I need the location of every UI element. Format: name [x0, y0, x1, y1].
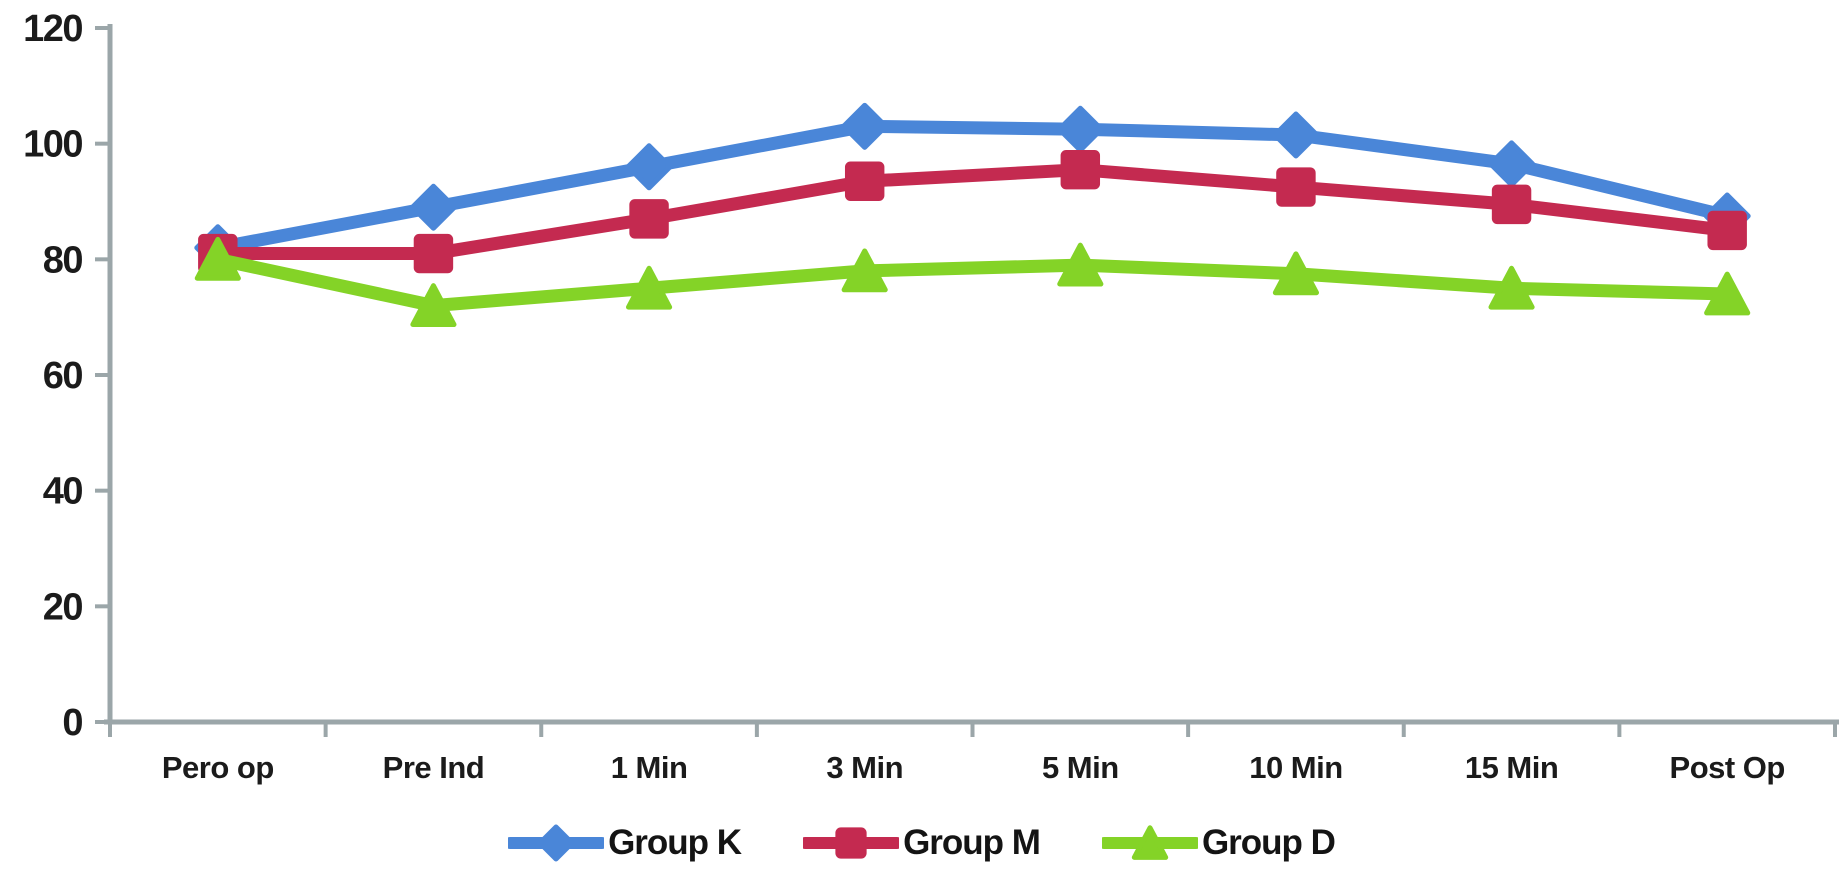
x-axis-label: 3 Min	[826, 750, 903, 785]
data-point-marker-square	[629, 199, 669, 239]
data-point-marker-square	[835, 827, 867, 859]
data-point-marker-diamond	[537, 824, 575, 862]
data-point-marker-triangle	[1272, 251, 1320, 296]
data-point-marker-diamond	[625, 143, 673, 191]
data-point-marker-square	[1060, 149, 1101, 190]
chart-legend: Group K Group M Group D	[0, 820, 1843, 866]
x-axis-label: Pre Ind	[383, 750, 485, 785]
x-axis-label: 1 Min	[611, 750, 688, 785]
data-point-marker-triangle	[625, 265, 673, 310]
chart-canvas: 0 20 40 60 80 100 120 Pero op Pre Ind 1 Min 3 Min 5…	[23, 8, 1839, 785]
data-point-marker-diamond	[409, 183, 457, 231]
data-point-marker-square	[1491, 184, 1532, 225]
data-point-marker-triangle	[1131, 825, 1169, 860]
data-point-marker-triangle	[1057, 242, 1104, 287]
data-point-marker-triangle	[1488, 265, 1535, 310]
y-axis-label: 120	[23, 8, 82, 50]
legend-label: Group D	[1201, 823, 1336, 862]
legend-item-group-m: Group M	[803, 820, 1041, 866]
series-line	[211, 119, 1734, 255]
data-point-marker-diamond	[1272, 111, 1320, 159]
series-line	[211, 163, 1734, 261]
series-line	[211, 252, 1734, 313]
y-axis-label: 40	[43, 471, 83, 513]
square-legend-marker-icon	[803, 827, 900, 859]
legend-label: Group K	[608, 823, 742, 862]
legend-item-group-k: Group K	[508, 820, 742, 866]
x-axis-label: Pero op	[162, 750, 274, 785]
legend-item-group-d: Group D	[1101, 820, 1336, 866]
triangle-legend-marker-icon	[1101, 825, 1198, 860]
data-point-marker-triangle	[410, 283, 457, 327]
data-point-marker-square	[844, 161, 885, 201]
data-point-marker-square	[413, 233, 454, 274]
data-point-marker-diamond	[1056, 105, 1104, 153]
x-axis-label: 10 Min	[1249, 750, 1342, 785]
x-axis-label: 15 Min	[1465, 750, 1558, 785]
data-point-marker-square	[1276, 167, 1316, 207]
y-axis-label: 20	[43, 586, 83, 628]
y-axis-label: 0	[62, 702, 82, 744]
y-axis-label: 60	[43, 355, 83, 397]
diamond-legend-marker-icon	[508, 824, 605, 862]
x-axis-label: Post Op	[1670, 750, 1785, 785]
data-point-marker-triangle	[194, 236, 241, 281]
data-point-marker-diamond	[1488, 140, 1536, 188]
y-axis-label: 80	[43, 239, 83, 281]
data-point-marker-diamond	[841, 102, 889, 150]
series-group-k	[194, 102, 1751, 272]
series-group-d	[194, 236, 1751, 327]
data-point-marker-square	[1707, 210, 1747, 251]
x-axis-label: 5 Min	[1042, 750, 1119, 785]
data-point-marker-triangle	[841, 248, 888, 293]
data-point-marker-triangle	[1704, 271, 1751, 316]
legend-label: Group M	[903, 823, 1041, 862]
y-axis-label: 100	[23, 124, 82, 166]
